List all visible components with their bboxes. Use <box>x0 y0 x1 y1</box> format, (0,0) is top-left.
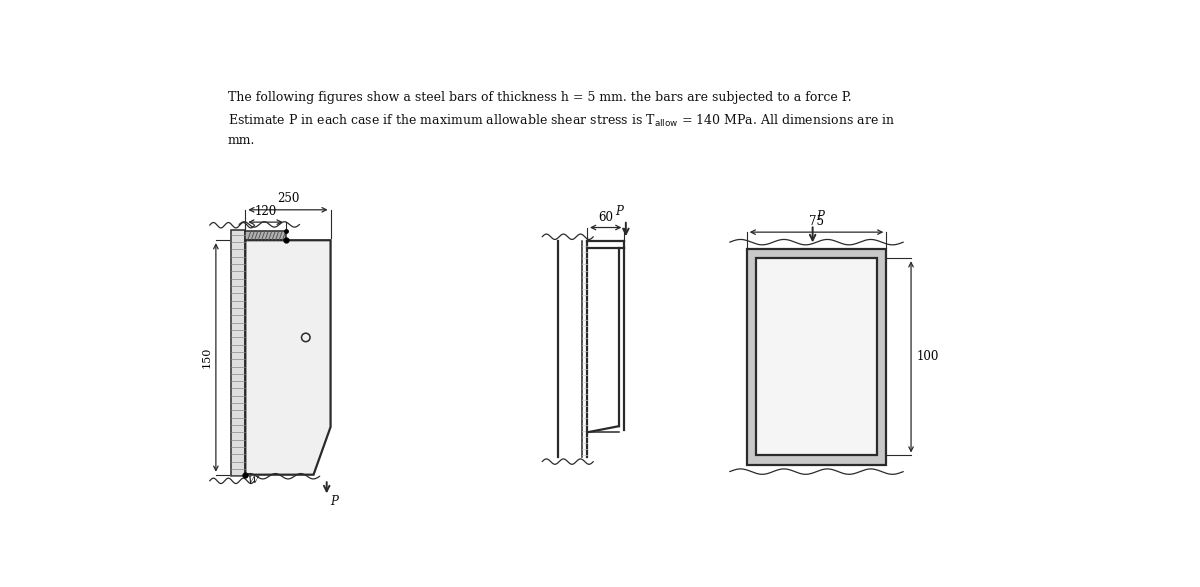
Polygon shape <box>746 249 887 465</box>
Text: Estimate P in each case if the maximum allowable shear stress is T$_{\rm allow}$: Estimate P in each case if the maximum a… <box>228 113 895 129</box>
Text: 60: 60 <box>599 211 613 224</box>
Text: P: P <box>816 210 824 223</box>
Text: 150: 150 <box>202 347 211 368</box>
Text: 120: 120 <box>254 205 277 218</box>
Polygon shape <box>245 240 330 475</box>
Text: mm.: mm. <box>228 134 254 147</box>
Polygon shape <box>245 231 286 240</box>
Text: P: P <box>330 495 337 508</box>
Text: 75: 75 <box>809 215 824 228</box>
Text: 250: 250 <box>277 192 299 205</box>
Text: W: W <box>247 476 258 485</box>
Polygon shape <box>756 258 877 456</box>
Polygon shape <box>232 230 245 476</box>
Text: 100: 100 <box>917 350 938 363</box>
Text: P: P <box>614 205 623 218</box>
Text: The following figures show a steel bars of thickness h = 5 mm. the bars are subj: The following figures show a steel bars … <box>228 91 851 104</box>
